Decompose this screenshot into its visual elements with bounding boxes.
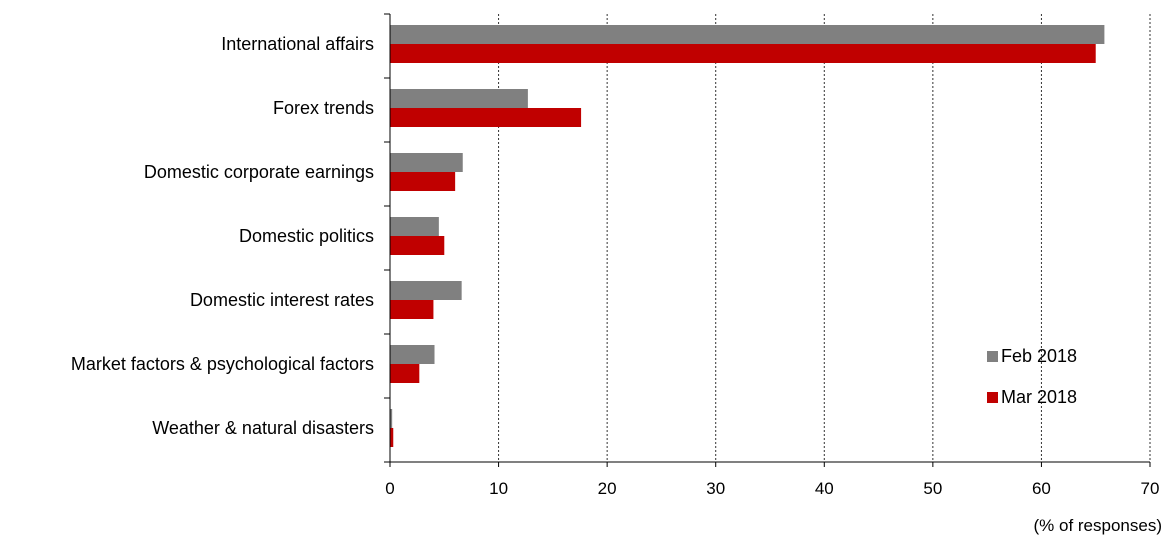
bar-feb-2018: [390, 25, 1105, 44]
category-label: Domestic interest rates: [190, 290, 374, 310]
x-tick-label: 50: [923, 479, 942, 498]
legend: Feb 2018 Mar 2018: [987, 346, 1077, 407]
x-tick-label: 30: [706, 479, 725, 498]
x-tick-label: 40: [815, 479, 834, 498]
x-tick-label: 20: [598, 479, 617, 498]
legend-label: Mar 2018: [1001, 387, 1077, 407]
legend-swatch: [987, 351, 998, 362]
bar-mar-2018: [390, 108, 582, 127]
bar-mar-2018: [390, 300, 434, 319]
category-label: Weather & natural disasters: [152, 418, 374, 438]
bar-feb-2018: [390, 217, 439, 236]
x-tick-labels: 0 10 20 30 40 50 60 70: [385, 479, 1159, 498]
x-tick-label: 70: [1141, 479, 1160, 498]
category-label: Domestic corporate earnings: [144, 162, 374, 182]
x-unit-label: (% of responses): [1034, 516, 1162, 535]
bar-mar-2018: [390, 44, 1096, 63]
category-label: Forex trends: [273, 98, 374, 118]
bar-feb-2018: [390, 89, 528, 108]
bar-feb-2018: [390, 345, 435, 364]
gridlines: [498, 14, 1151, 462]
legend-swatch: [987, 392, 998, 403]
bars: [390, 25, 1105, 447]
x-tick-label: 0: [385, 479, 394, 498]
x-tick-label: 10: [489, 479, 508, 498]
legend-label: Feb 2018: [1001, 346, 1077, 366]
category-label: Domestic politics: [239, 226, 374, 246]
bar-mar-2018: [390, 172, 456, 191]
bar-feb-2018: [390, 153, 463, 172]
bar-feb-2018: [390, 281, 462, 300]
bar-mar-2018: [390, 236, 445, 255]
category-label: Market factors & psychological factors: [71, 354, 374, 374]
category-label: International affairs: [221, 34, 374, 54]
bar-feb-2018: [390, 409, 393, 428]
category-labels: International affairs Forex trends Domesti…: [71, 34, 374, 438]
x-tick-label: 60: [1032, 479, 1051, 498]
axes: [384, 13, 1151, 467]
bar-mar-2018: [390, 364, 420, 383]
bar-mar-2018: [390, 428, 394, 447]
